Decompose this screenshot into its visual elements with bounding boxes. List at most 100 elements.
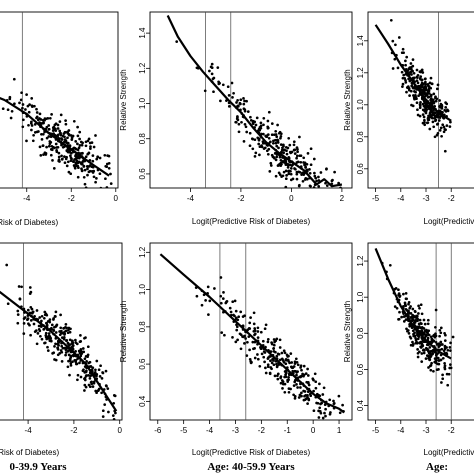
data-point: [420, 83, 424, 86]
data-point: [78, 361, 81, 365]
data-point: [431, 348, 435, 352]
data-point: [71, 134, 75, 138]
data-point: [86, 193, 89, 196]
data-point: [315, 392, 319, 396]
data-point: [416, 355, 420, 359]
data-point: [420, 352, 424, 355]
data-point: [13, 102, 16, 106]
data-point: [253, 347, 256, 350]
panel-caption: 0-39.9 Years: [9, 461, 67, 473]
data-point: [236, 338, 239, 342]
data-point: [412, 315, 416, 319]
data-point: [111, 414, 115, 417]
data-point: [95, 177, 98, 180]
data-point: [274, 129, 278, 133]
data-point: [54, 310, 58, 314]
data-point: [434, 340, 438, 344]
data-point: [266, 152, 270, 156]
data-point: [257, 142, 261, 146]
data-point: [91, 159, 95, 163]
data-point: [332, 402, 336, 406]
data-point: [16, 309, 20, 313]
data-point: [299, 386, 302, 389]
data-point: [87, 383, 91, 387]
data-point: [60, 350, 64, 354]
data-point: [411, 313, 415, 317]
data-point: [237, 122, 241, 126]
data-point: [289, 151, 293, 155]
data-point: [393, 57, 397, 61]
x-axis-title: Logit(Predictive Risk of Diabetes): [0, 218, 58, 227]
data-point: [334, 192, 337, 195]
data-point: [432, 92, 436, 96]
data-point: [58, 352, 62, 355]
data-point: [62, 337, 66, 341]
panel-2: -4 -2 0 2 0.6 0.8 1.0 1.2 1.4 Logit(Predictive Ri…: [119, 11, 353, 226]
data-point: [287, 354, 290, 358]
data-point: [303, 178, 307, 181]
data-point: [312, 186, 316, 188]
data-point: [425, 103, 429, 107]
data-point: [64, 157, 68, 161]
data-point: [266, 365, 270, 369]
data-point: [275, 135, 279, 139]
data-point: [302, 364, 306, 368]
data-point: [42, 119, 46, 122]
data-point: [291, 369, 295, 373]
data-point: [421, 344, 425, 348]
data-point: [428, 352, 432, 356]
data-point: [43, 151, 47, 155]
data-point: [295, 161, 299, 164]
data-point: [26, 308, 30, 312]
data-point: [244, 125, 248, 129]
data-point: [109, 182, 113, 185]
data-point: [394, 43, 397, 47]
data-point: [315, 401, 318, 405]
data-point: [298, 154, 302, 158]
data-point: [260, 145, 264, 149]
data-point: [432, 333, 436, 337]
data-point: [83, 357, 87, 361]
data-point: [71, 360, 74, 364]
data-point: [79, 334, 82, 337]
data-point: [300, 394, 303, 398]
data-point: [424, 357, 428, 360]
data-point: [82, 164, 86, 168]
data-point: [411, 58, 415, 61]
data-point: [66, 160, 70, 164]
data-point: [248, 144, 252, 148]
data-point: [289, 352, 293, 355]
data-point: [405, 327, 408, 331]
data-point: [304, 165, 307, 169]
data-point: [35, 111, 39, 114]
data-point: [79, 340, 83, 343]
data-point: [246, 110, 250, 113]
data-point: [429, 108, 433, 112]
data-point: [446, 348, 450, 352]
data-point: [60, 154, 63, 158]
data-point: [435, 359, 438, 362]
data-point: [273, 156, 276, 160]
data-point: [245, 130, 249, 134]
data-point: [38, 316, 42, 319]
data-point: [20, 91, 23, 95]
data-point: [269, 161, 273, 165]
smooth-curve: [0, 290, 118, 412]
data-point: [280, 351, 284, 355]
data-point: [411, 69, 414, 73]
data-point: [69, 356, 73, 359]
data-point: [419, 340, 423, 344]
data-point: [272, 346, 276, 350]
data-point: [26, 318, 29, 322]
data-point: [276, 141, 280, 144]
data-point: [432, 101, 436, 105]
data-point: [341, 403, 344, 407]
data-point: [84, 140, 88, 144]
data-point: [219, 294, 223, 298]
data-point: [260, 352, 264, 356]
data-point: [99, 186, 103, 188]
data-point: [25, 93, 28, 96]
data-point: [435, 87, 439, 91]
data-point: [283, 375, 286, 379]
data-point: [427, 329, 431, 333]
